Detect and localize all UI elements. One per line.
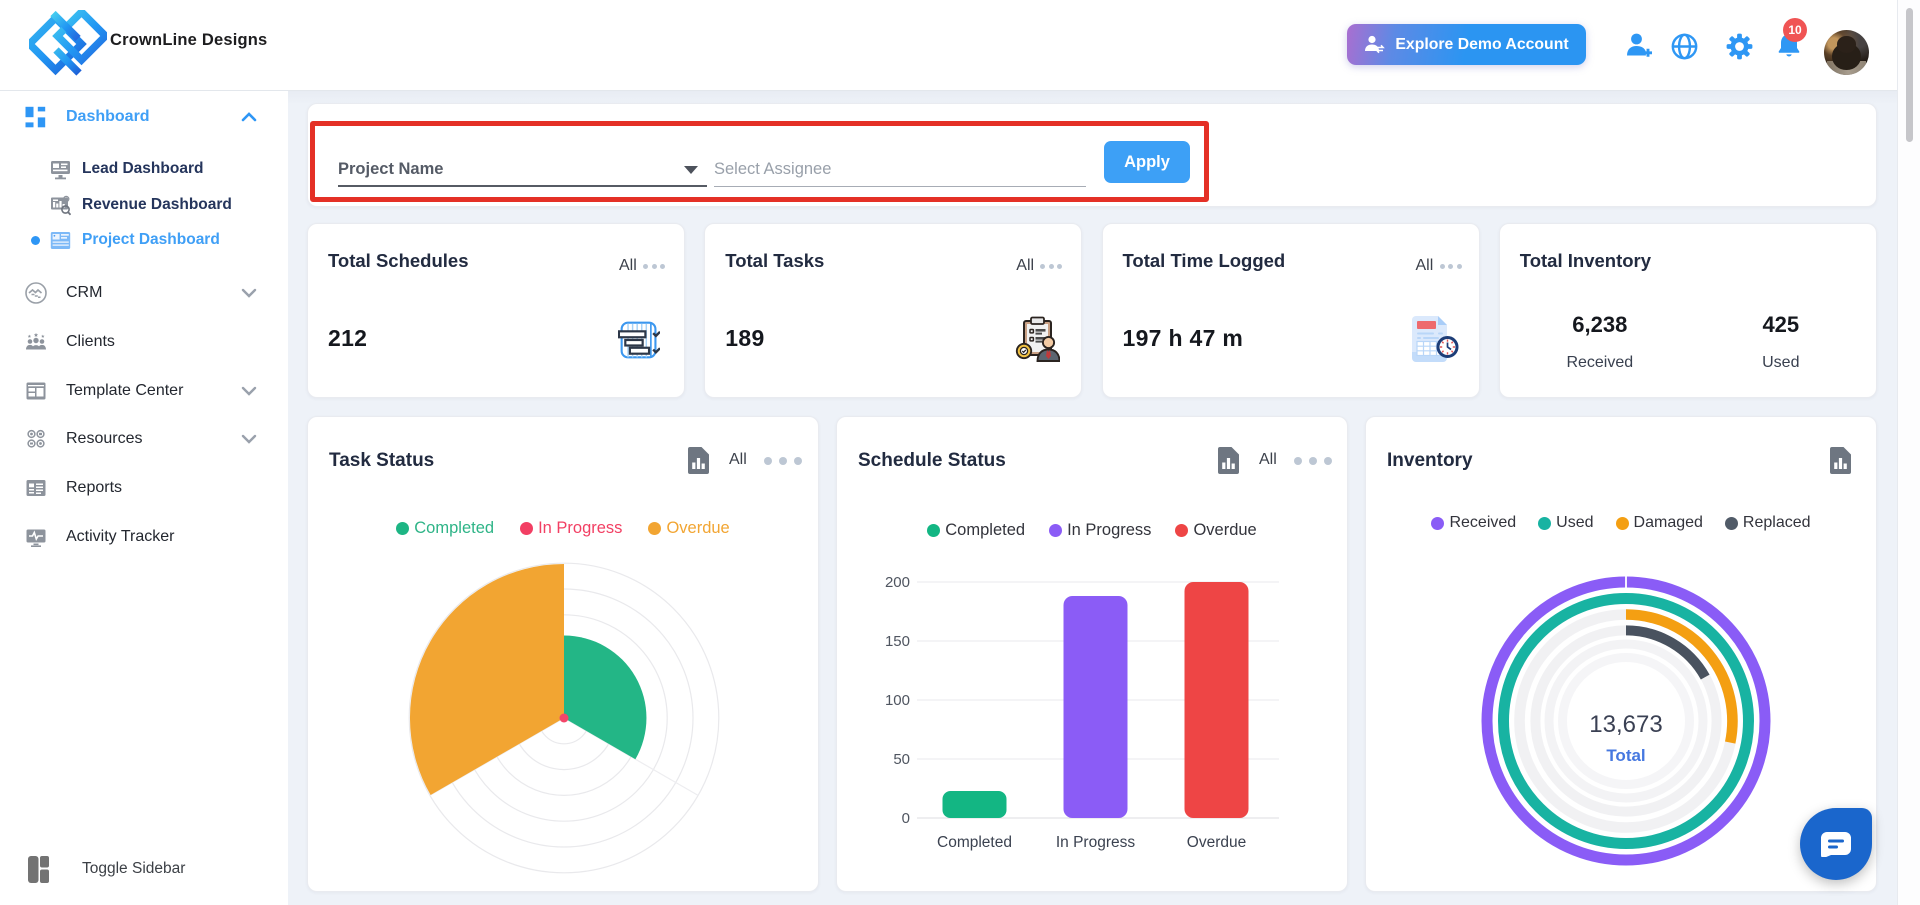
- svg-text:100: 100: [885, 692, 910, 709]
- svg-text:13,673: 13,673: [1589, 711, 1662, 738]
- svg-text:Completed: Completed: [937, 834, 1012, 851]
- svg-text:50: 50: [893, 751, 910, 768]
- svg-text:150: 150: [885, 633, 910, 650]
- svg-text:$: $: [65, 196, 68, 201]
- svg-text:Overdue: Overdue: [1187, 834, 1246, 851]
- svg-text:Total: Total: [1606, 746, 1645, 765]
- svg-text:In Progress: In Progress: [1056, 834, 1136, 851]
- svg-text:200: 200: [885, 574, 910, 591]
- svg-text:0: 0: [902, 810, 910, 827]
